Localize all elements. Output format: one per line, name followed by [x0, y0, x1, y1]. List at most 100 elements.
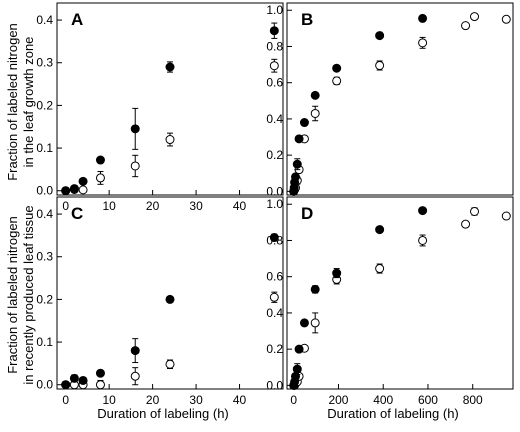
- y-tick-label: 0.0: [266, 184, 283, 198]
- data-point: [470, 12, 480, 22]
- series-open: [289, 12, 511, 196]
- y-tick-label: 0.3: [36, 56, 53, 70]
- x-tick-label: 0: [62, 393, 69, 407]
- data-point: [332, 268, 342, 278]
- series-filled: [289, 206, 428, 390]
- y-axis-title-top: Fraction of labeled nitrogen in the leaf…: [5, 23, 36, 181]
- y-tick-label: 0.8: [266, 39, 283, 53]
- x-tick-label: 40: [233, 199, 247, 213]
- y-tick-label: 1.0: [266, 3, 283, 17]
- data-point: [299, 318, 309, 328]
- panel-b: B 0.0 0.2 0.4 0.6 0.8 1.0: [266, 2, 514, 198]
- data-point: [310, 90, 320, 100]
- plot-frame: [56, 196, 284, 390]
- data-point: [69, 184, 79, 194]
- panel-d: D 0.0 0.2 0.4 0.6 0.8 1.0 0 200 400 600 800: [266, 196, 514, 407]
- data-point: [269, 61, 279, 71]
- series-filled: [289, 13, 428, 196]
- y-tick-label: 1.0: [266, 197, 283, 211]
- data-point: [165, 359, 175, 369]
- x-tick-label: 600: [418, 393, 438, 407]
- data-point: [130, 161, 140, 171]
- data-point: [292, 159, 302, 169]
- series-open: [61, 291, 279, 390]
- y-tick-label: 0.2: [36, 98, 53, 112]
- x-tick-label: 0: [62, 199, 69, 213]
- panel-label: C: [71, 204, 83, 223]
- y-tick-label: 0.2: [266, 342, 283, 356]
- x-tick-label: 200: [328, 393, 348, 407]
- data-point: [375, 264, 385, 274]
- y-tick-label: 0.1: [36, 141, 53, 155]
- data-point: [461, 21, 471, 31]
- data-point: [292, 364, 302, 374]
- data-point: [78, 176, 88, 186]
- data-point: [332, 76, 342, 86]
- data-point: [165, 294, 175, 304]
- x-tick-label: 20: [146, 199, 160, 213]
- data-point: [95, 173, 105, 183]
- y-tick-label: 0.6: [266, 270, 283, 284]
- x-tick-label: 30: [189, 393, 203, 407]
- y-tick-label: 0.3: [36, 250, 53, 264]
- data-point: [61, 380, 71, 390]
- plot-frame: [56, 2, 284, 196]
- data-point: [501, 14, 511, 24]
- data-point: [95, 368, 105, 378]
- data-point: [418, 235, 428, 245]
- x-axis-title-right: Duration of labeling (h): [327, 406, 459, 421]
- data-point: [375, 225, 385, 235]
- y-axis-title-top-line-2: in the leaf growth zone: [21, 37, 36, 168]
- data-point: [130, 371, 140, 381]
- data-point: [78, 375, 88, 385]
- y-tick-label: 0.4: [36, 207, 53, 221]
- panel-label: D: [301, 204, 313, 223]
- plot-frame: [286, 196, 514, 390]
- y-tick-label: 0.2: [36, 292, 53, 306]
- data-point: [269, 292, 279, 302]
- panel-a: A 0.0 0.1 0.2 0.3 0.4 0 10 20 30 40: [36, 2, 284, 213]
- data-point: [332, 63, 342, 73]
- y-axis-title-bottom: Fraction of labeled nitrogen in recently…: [5, 205, 36, 384]
- y-tick-label: 0.1: [36, 335, 53, 349]
- panel-label: A: [71, 10, 83, 29]
- x-tick-label: 10: [102, 393, 116, 407]
- series-open: [61, 58, 279, 196]
- data-point: [375, 31, 385, 41]
- data-point: [61, 186, 71, 196]
- x-tick-label: 400: [373, 393, 393, 407]
- data-point: [310, 318, 320, 328]
- y-tick-label: 0.6: [266, 76, 283, 90]
- data-point: [165, 62, 175, 72]
- y-axis-title-top-line-1: Fraction of labeled nitrogen: [5, 23, 20, 181]
- data-point: [418, 206, 428, 216]
- data-point: [310, 284, 320, 294]
- y-tick-label: 0.4: [266, 112, 283, 126]
- y-tick-label: 0.4: [266, 306, 283, 320]
- data-point: [95, 380, 105, 390]
- data-point: [291, 371, 301, 381]
- panel-label: B: [301, 10, 313, 29]
- data-point: [418, 38, 428, 48]
- data-point: [375, 60, 385, 70]
- panels: A 0.0 0.1 0.2 0.3 0.4 0 10 20 30 40 B 0.0 0.2 0.4 0.6 0.…: [36, 2, 514, 407]
- y-tick-label: 0.2: [266, 148, 283, 162]
- x-axis-title-left: Duration of labeling (h): [97, 406, 229, 421]
- series-filled: [61, 233, 279, 390]
- x-tick-label: 40: [233, 393, 247, 407]
- data-point: [470, 206, 480, 216]
- data-point: [310, 108, 320, 118]
- y-tick-label: 0.0: [36, 184, 53, 198]
- y-tick-label: 0.4: [36, 13, 53, 27]
- data-point: [269, 233, 279, 243]
- x-tick-label: 20: [146, 393, 160, 407]
- data-point: [294, 344, 304, 354]
- data-point: [95, 155, 105, 165]
- x-tick-label: 0: [290, 393, 297, 407]
- data-point: [78, 185, 88, 195]
- y-axis-title-bottom-line-1: Fraction of labeled nitrogen: [5, 216, 20, 374]
- panel-c: C 0.0 0.1 0.2 0.3 0.4 0 10 20 30 40: [36, 196, 284, 407]
- data-point: [269, 26, 279, 36]
